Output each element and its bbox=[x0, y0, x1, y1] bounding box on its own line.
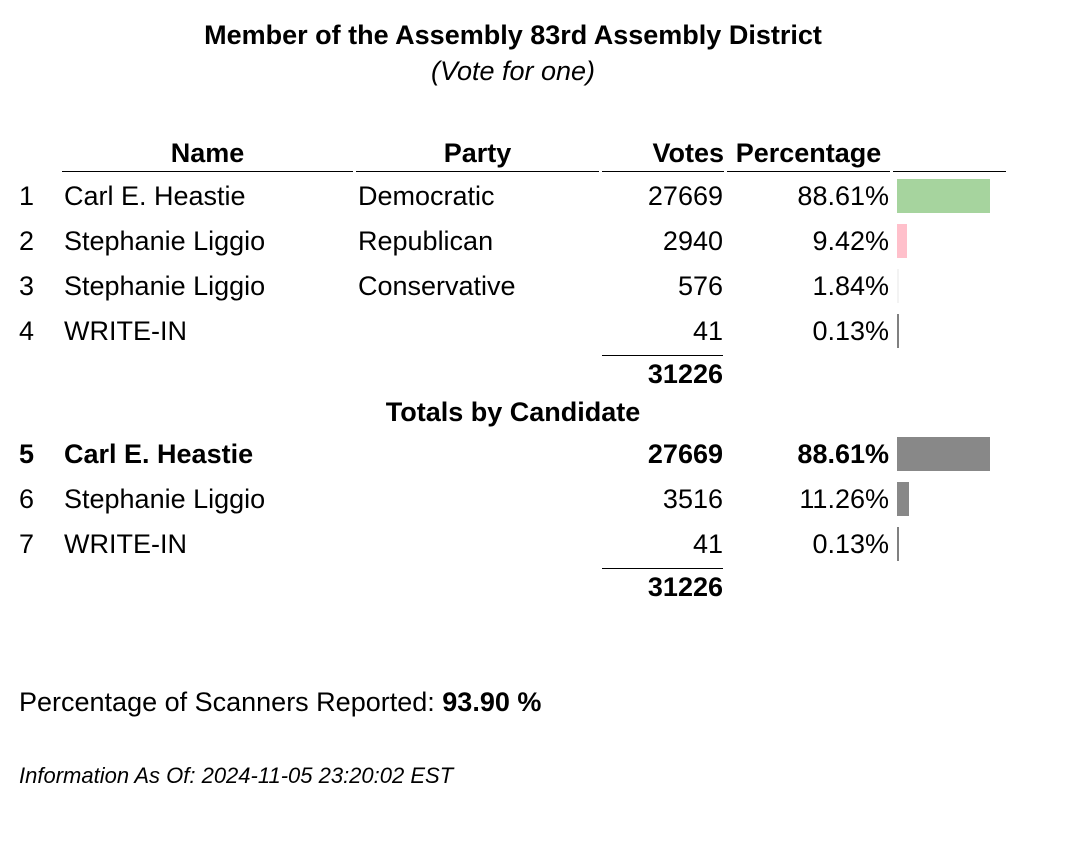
result-row: 4 WRITE-IN 41 0.13% bbox=[0, 311, 1073, 351]
candidate-total: 31226 bbox=[602, 568, 723, 605]
scanners-value: 93.90 % bbox=[442, 687, 542, 717]
candidate-percentage: 1.84% bbox=[812, 271, 889, 301]
candidate-name: WRITE-IN bbox=[64, 529, 187, 559]
percentage-bar bbox=[897, 179, 991, 213]
percentage-bar bbox=[897, 314, 899, 348]
candidate-percentage: 88.61% bbox=[797, 439, 889, 469]
percentage-bar bbox=[897, 437, 991, 471]
totals-section-title: Totals by Candidate bbox=[385, 397, 641, 427]
result-row: 1 Carl E. Heastie Democratic 27669 88.61… bbox=[0, 176, 1073, 216]
candidate-votes: 27669 bbox=[647, 181, 723, 211]
header-bar bbox=[893, 136, 1006, 172]
result-row: 2 Stephanie Liggio Republican 2940 9.42% bbox=[0, 221, 1073, 261]
row-number: 2 bbox=[19, 226, 35, 256]
candidate-total-row: 7 WRITE-IN 41 0.13% bbox=[0, 524, 1073, 564]
percentage-bar bbox=[897, 269, 899, 303]
row-number: 1 bbox=[19, 181, 35, 211]
candidate-party: Conservative bbox=[358, 271, 516, 301]
candidate-votes: 41 bbox=[692, 529, 723, 559]
results-total: 31226 bbox=[602, 355, 723, 392]
header-party: Party bbox=[356, 136, 599, 172]
information-timestamp: Information As Of: 2024-11-05 23:20:02 E… bbox=[19, 763, 454, 788]
candidate-percentage: 11.26% bbox=[799, 484, 889, 514]
row-number: 5 bbox=[19, 439, 35, 469]
candidate-name: WRITE-IN bbox=[64, 316, 187, 346]
percentage-bar bbox=[897, 482, 909, 516]
contest-title: Member of the Assembly 83rd Assembly Dis… bbox=[204, 20, 822, 50]
percentage-bar bbox=[897, 224, 907, 258]
candidate-percentage: 88.61% bbox=[797, 181, 889, 211]
candidate-name: Stephanie Liggio bbox=[64, 484, 266, 514]
candidate-percentage: 9.42% bbox=[812, 226, 889, 256]
candidate-name: Carl E. Heastie bbox=[64, 439, 254, 469]
scanners-reported: Percentage of Scanners Reported: 93.90 % bbox=[19, 684, 541, 720]
header-percentage: Percentage bbox=[727, 136, 890, 172]
row-number: 7 bbox=[19, 529, 35, 559]
candidate-percentage: 0.13% bbox=[812, 529, 889, 559]
candidate-votes: 2940 bbox=[662, 226, 723, 256]
candidate-votes: 576 bbox=[677, 271, 723, 301]
result-row: 3 Stephanie Liggio Conservative 576 1.84… bbox=[0, 266, 1073, 306]
contest-subtitle: (Vote for one) bbox=[430, 56, 596, 86]
row-number: 6 bbox=[19, 484, 35, 514]
percentage-bar bbox=[897, 527, 899, 561]
candidate-name: Carl E. Heastie bbox=[64, 181, 246, 211]
row-number: 3 bbox=[19, 271, 35, 301]
candidate-party: Republican bbox=[358, 226, 494, 256]
scanners-label: Percentage of Scanners Reported: bbox=[19, 687, 435, 717]
candidate-votes: 27669 bbox=[647, 439, 723, 469]
row-number: 4 bbox=[19, 316, 35, 346]
candidate-name: Stephanie Liggio bbox=[64, 226, 266, 256]
candidate-votes: 3516 bbox=[662, 484, 723, 514]
header-name: Name bbox=[62, 136, 353, 172]
candidate-total-row: 5 Carl E. Heastie 27669 88.61% bbox=[0, 434, 1073, 474]
candidate-percentage: 0.13% bbox=[812, 316, 889, 346]
candidate-name: Stephanie Liggio bbox=[64, 271, 266, 301]
candidate-party: Democratic bbox=[358, 181, 495, 211]
header-votes: Votes bbox=[602, 136, 724, 172]
candidate-votes: 41 bbox=[692, 316, 723, 346]
candidate-total-row: 6 Stephanie Liggio 3516 11.26% bbox=[0, 479, 1073, 519]
